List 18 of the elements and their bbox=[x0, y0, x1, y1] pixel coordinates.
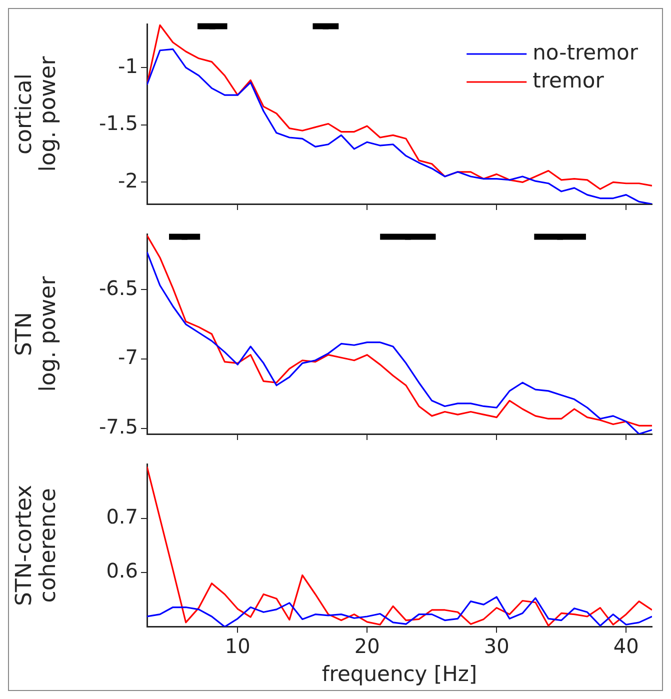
y-axis-title: STN-cortex coherence bbox=[12, 484, 62, 606]
x-tick-label: 30 bbox=[484, 634, 510, 658]
x-tick-label: 40 bbox=[613, 634, 639, 658]
legend-label: tremor bbox=[532, 68, 604, 92]
y-tick-label: 0.7 bbox=[106, 504, 138, 528]
y-tick-label: -1 bbox=[118, 54, 138, 78]
y-tick-label: -7 bbox=[118, 345, 138, 370]
x-tick-label: 20 bbox=[354, 634, 380, 658]
x-tick-label: 10 bbox=[224, 634, 250, 658]
y-tick-label: -7.5 bbox=[98, 414, 138, 439]
y-tick-label: 0.6 bbox=[106, 558, 138, 583]
y-tick-label: -2 bbox=[118, 168, 138, 192]
legend-label: no-tremor bbox=[532, 40, 638, 64]
x-axis-title: frequency [Hz] bbox=[322, 662, 478, 686]
y-axis-title: STN log. power bbox=[12, 275, 62, 392]
y-tick-label: -1.5 bbox=[98, 111, 138, 136]
y-tick-label: -6.5 bbox=[98, 276, 138, 300]
y-axis-title: cortical log. power bbox=[12, 55, 62, 172]
